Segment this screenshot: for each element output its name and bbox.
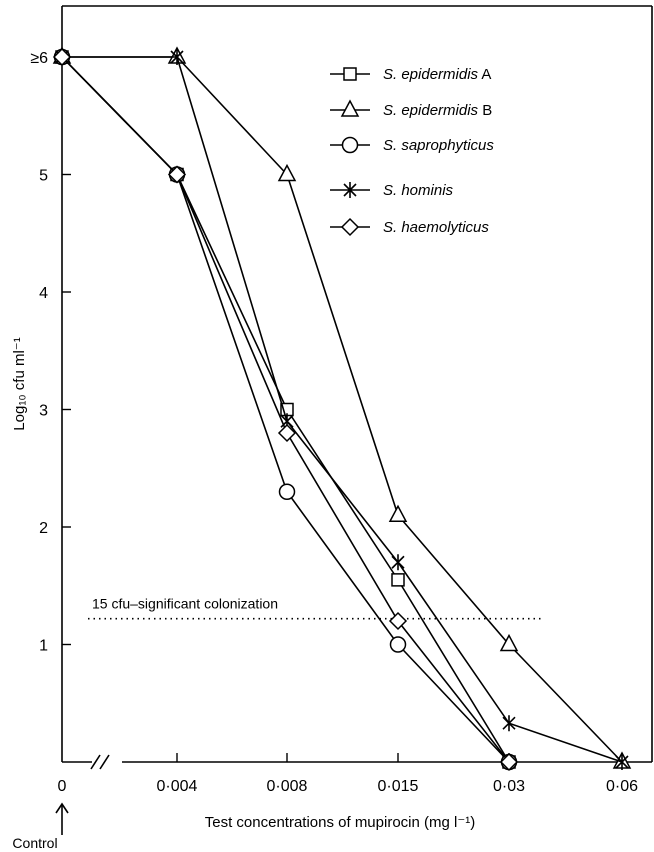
legend-triangle-marker — [340, 99, 360, 117]
y-tick-label: 1 — [39, 638, 48, 655]
data-point-star — [170, 49, 184, 65]
x-tick-label: 0·015 — [378, 778, 419, 795]
data-point-diamond — [388, 611, 408, 631]
legend-star-marker — [343, 182, 357, 198]
y-tick-label: 2 — [39, 520, 48, 537]
x-tick-label: 0 — [58, 778, 67, 795]
data-point-star — [502, 715, 516, 732]
legend-circle-marker — [341, 136, 359, 154]
reference-line-label: 15 cfu–significant colonization — [92, 596, 278, 612]
data-point-diamond — [499, 752, 519, 772]
y-axis-title: Log₁₀ cfu ml⁻¹ — [11, 337, 28, 430]
legend-label: S. epidermidis B — [383, 102, 492, 119]
data-point-diamond — [167, 165, 187, 184]
data-point-diamond — [52, 47, 72, 67]
y-tick-label: 4 — [39, 285, 48, 302]
control-arrow-head — [55, 802, 69, 814]
x-tick-label: 0·004 — [157, 778, 198, 795]
legend-label: S. haemolyticus — [383, 219, 489, 236]
x-tick-label: 0·03 — [493, 778, 525, 795]
data-point-star — [391, 554, 405, 571]
legend-square-marker — [343, 67, 357, 81]
legend-label: S. hominis — [383, 182, 454, 199]
data-point-circle — [278, 483, 296, 500]
series-line — [62, 56, 623, 763]
series-line — [62, 56, 623, 763]
data-point-circle — [389, 636, 407, 653]
x-axis-break-mark — [99, 754, 110, 770]
legend-label: S. saprophyticus — [383, 137, 494, 154]
data-point-triangle — [499, 633, 519, 652]
data-point-star — [615, 754, 629, 770]
data-point-triangle — [277, 163, 297, 182]
y-tick-label: 5 — [39, 168, 48, 185]
data-point-diamond — [277, 423, 297, 443]
x-axis-title: Test concentrations of mupirocin (mg l⁻¹… — [205, 814, 476, 831]
data-point-square — [391, 573, 405, 587]
x-axis-break-mark — [90, 754, 101, 770]
y-tick-label: 3 — [39, 403, 48, 420]
x-tick-label: 0·008 — [267, 778, 308, 795]
legend-label: S. epidermidis A — [383, 66, 491, 83]
control-label: Control — [12, 835, 57, 851]
y-tick-label: ≥6 — [30, 50, 48, 67]
legend-diamond-marker — [340, 217, 360, 237]
x-tick-label: 0·06 — [606, 778, 638, 795]
data-point-triangle — [388, 504, 408, 522]
